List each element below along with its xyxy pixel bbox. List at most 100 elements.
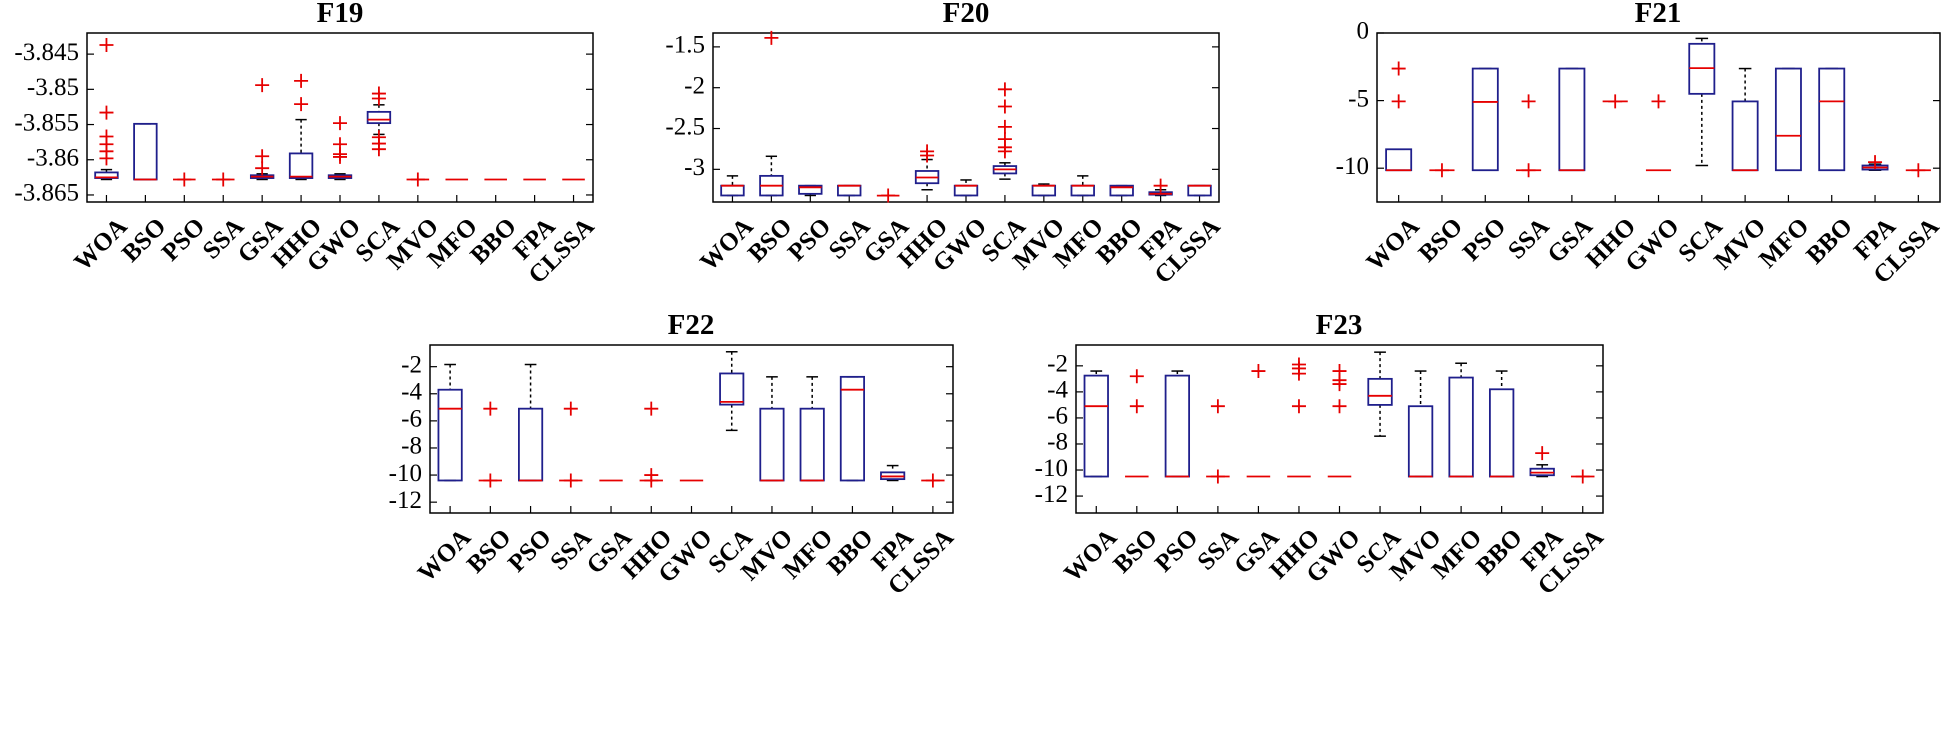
iqr-box (1558, 67, 1586, 172)
box-bso: BSO (1414, 163, 1468, 267)
panel-title: F20 (943, 0, 990, 29)
outlier-marker (99, 37, 114, 52)
outlier-marker (1251, 364, 1266, 379)
y-tick-label: -2 (1047, 351, 1068, 378)
panel-f22: F22 -2-4-6-8-10-12WOABSOPSOSSAGSAHHOGWOS… (389, 309, 959, 600)
iqr-box (366, 110, 392, 125)
panel-title: F21 (1635, 0, 1682, 29)
outlier-marker (1521, 94, 1536, 109)
outlier-marker (216, 172, 231, 187)
outlier-marker (177, 172, 192, 187)
outlier-marker (410, 172, 425, 187)
box-mfo: MFO (1754, 67, 1815, 273)
outlier-marker (1291, 399, 1306, 414)
box-woa: WOA (1361, 61, 1425, 276)
panel-title: F23 (1316, 309, 1363, 341)
iqr-box (1407, 405, 1434, 478)
iqr-box (953, 184, 979, 197)
x-tick-label: SSA (1503, 213, 1555, 265)
iqr-box (1385, 148, 1413, 172)
box-pso: PSO (157, 172, 210, 267)
y-tick-label: -10 (1035, 455, 1068, 482)
y-tick-label: -3.855 (14, 109, 79, 136)
iqr-box (1367, 377, 1393, 406)
outlier-marker (563, 401, 578, 416)
outlier-marker (1153, 178, 1168, 193)
outlier-marker (255, 149, 270, 164)
outlier-marker (333, 149, 347, 164)
iqr-box (1818, 67, 1846, 172)
plot-frame (429, 344, 954, 514)
x-tick-label: BSO (1108, 524, 1162, 578)
outlier-marker (1651, 94, 1666, 109)
box-gsa: GSA (1543, 67, 1598, 268)
y-tick-label: -3.865 (14, 180, 79, 207)
iqr-box (798, 184, 823, 195)
x-tick-label: MVO (1709, 213, 1771, 275)
iqr-box (1083, 374, 1109, 478)
outlier-marker (294, 73, 309, 88)
y-tick-label: -3.86 (27, 144, 79, 171)
outlier-marker (1911, 163, 1926, 178)
plot-frame (712, 32, 1220, 203)
outlier-marker (371, 142, 386, 157)
x-tick-label: PSO (1150, 524, 1203, 577)
outlier-marker (881, 188, 896, 203)
y-tick-label: -2 (401, 351, 422, 378)
x-tick-label: WOA (1361, 213, 1424, 276)
iqr-box (518, 407, 544, 482)
outlier-marker (1332, 399, 1347, 414)
y-tick-label: -10 (389, 460, 422, 487)
outlier-marker (255, 78, 270, 93)
panel-f23: F23 -2-4-6-8-10-12WOABSOPSOSSAGSAHHOGWOS… (1035, 309, 1609, 600)
y-tick-label: -12 (389, 487, 422, 514)
y-tick-label: -1.5 (665, 32, 705, 59)
y-tick-label: -3.845 (14, 39, 79, 66)
x-tick-label: BBO (1801, 213, 1857, 269)
y-tick-label: -4 (401, 379, 422, 406)
iqr-box (720, 184, 745, 197)
outlier-marker (1129, 399, 1144, 414)
y-tick-label: -8 (1047, 429, 1068, 456)
x-tick-label: BSO (462, 524, 516, 578)
outlier-marker (1210, 399, 1225, 414)
outlier-marker (333, 116, 347, 131)
y-tick-label: -2 (684, 72, 705, 99)
panel-f20: F20 -1.5-2-2.5-3WOABSOPSOSSAGSAHHOGWOSCA… (665, 0, 1225, 289)
y-tick-label: -4 (1047, 377, 1068, 404)
y-tick-label: -6 (401, 406, 422, 433)
outlier-marker (1129, 369, 1144, 384)
iqr-box (759, 407, 785, 482)
outlier-marker (1521, 163, 1536, 178)
iqr-box (1109, 184, 1134, 197)
iqr-box (1070, 184, 1095, 197)
x-tick-label: BBO (1471, 524, 1527, 580)
outlier-marker (1391, 61, 1406, 76)
outlier-marker (1391, 94, 1406, 109)
outlier-marker (1210, 469, 1225, 484)
y-tick-label: 0 (1357, 18, 1370, 45)
plot-frame (1376, 32, 1941, 203)
box-ssa: SSA (1192, 399, 1244, 576)
panel-title: F19 (317, 0, 364, 29)
outlier-marker (99, 105, 114, 120)
outlier-marker (644, 473, 659, 488)
panel-f21: F21 0-5-10WOABSOPSOSSAGSAHHOGWOSCAMVOMFO… (1336, 0, 1945, 289)
outlier-marker (997, 119, 1012, 134)
outlier-marker (997, 99, 1012, 114)
outlier-marker (371, 91, 386, 106)
y-tick-label: -3.85 (27, 74, 79, 101)
outlier-marker (294, 97, 309, 112)
outlier-marker (1608, 94, 1623, 109)
box-woa: WOA (695, 175, 759, 276)
outlier-marker (563, 473, 578, 488)
outlier-marker (483, 401, 498, 416)
iqr-box (839, 375, 865, 482)
outlier-marker (1291, 366, 1306, 381)
outlier-marker (1434, 163, 1449, 178)
iqr-box (133, 122, 158, 181)
outlier-marker (483, 473, 498, 488)
y-tick-label: -8 (401, 433, 422, 460)
x-tick-label: BSO (1414, 213, 1468, 267)
